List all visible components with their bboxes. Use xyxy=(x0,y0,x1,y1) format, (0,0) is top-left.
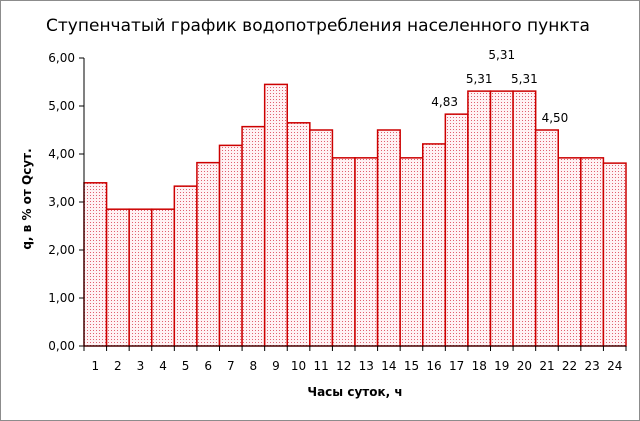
y-tick-label: 1,00 xyxy=(48,291,75,305)
x-tick-label: 22 xyxy=(562,359,577,373)
x-tick-label: 14 xyxy=(381,359,396,373)
x-tick-label: 8 xyxy=(250,359,258,373)
y-tick-label: 6,00 xyxy=(48,51,75,65)
y-axis-ticks: 0,00 1,00 2,00 3,00 4,00 5,00 6,00 xyxy=(48,51,84,353)
y-tick-label: 4,00 xyxy=(48,147,75,161)
x-tick-label: 5 xyxy=(182,359,190,373)
data-label: 5,31 xyxy=(488,48,515,62)
x-tick-label: 12 xyxy=(336,359,351,373)
x-tick-label: 9 xyxy=(272,359,280,373)
x-tick-label: 1 xyxy=(91,359,99,373)
y-tick-label: 5,00 xyxy=(48,99,75,113)
chart-title: Ступенчатый график водопотребления насел… xyxy=(46,16,590,36)
bar xyxy=(241,125,266,347)
x-tick-label: 11 xyxy=(313,359,328,373)
data-label: 4,83 xyxy=(431,95,458,109)
x-tick-label: 19 xyxy=(494,359,509,373)
data-label: 5,31 xyxy=(511,72,538,86)
bar xyxy=(173,185,198,347)
bar xyxy=(489,90,514,347)
bars xyxy=(83,83,627,347)
bar xyxy=(218,144,243,347)
x-tick-label: 4 xyxy=(159,359,167,373)
bar xyxy=(422,143,447,347)
bar xyxy=(602,162,627,347)
bar xyxy=(151,208,176,347)
bar xyxy=(376,129,401,347)
x-tick-label: 7 xyxy=(227,359,235,373)
bar xyxy=(331,157,356,347)
x-tick-label: 2 xyxy=(114,359,122,373)
x-tick-label: 6 xyxy=(204,359,212,373)
bar xyxy=(263,83,288,347)
bar xyxy=(444,113,469,347)
bar xyxy=(467,90,492,347)
x-tick-label: 3 xyxy=(137,359,145,373)
x-tick-label: 13 xyxy=(359,359,374,373)
y-tick-label: 3,00 xyxy=(48,195,75,209)
y-tick-label: 2,00 xyxy=(48,243,75,257)
x-tick-label: 15 xyxy=(404,359,419,373)
y-axis-title: q, в % от Qсут. xyxy=(20,148,34,249)
y-tick-label: 0,00 xyxy=(48,339,75,353)
x-tick-label: 24 xyxy=(607,359,622,373)
bar xyxy=(399,157,424,347)
data-labels: 4,83 5,31 5,31 5,31 4,50 xyxy=(431,48,568,125)
x-tick-label: 10 xyxy=(291,359,306,373)
x-axis-title: Часы суток, ч xyxy=(307,385,402,399)
bar xyxy=(557,157,582,347)
x-axis-ticks: 1 2 3 4 5 6 7 8 9 10 11 12 13 14 15 16 17 18 19 20 21 22 23 24 xyxy=(83,346,627,373)
x-tick-label: 18 xyxy=(472,359,487,373)
bar xyxy=(512,90,537,347)
bar xyxy=(534,129,560,347)
bar xyxy=(286,122,311,347)
bar xyxy=(309,129,334,347)
bar xyxy=(105,208,130,347)
bar xyxy=(128,208,153,347)
x-tick-label: 17 xyxy=(449,359,464,373)
bar xyxy=(83,182,108,347)
x-tick-label: 16 xyxy=(426,359,441,373)
bar xyxy=(354,157,379,347)
bar xyxy=(580,157,605,347)
data-label: 5,31 xyxy=(466,72,493,86)
x-tick-label: 20 xyxy=(517,359,532,373)
x-tick-label: 21 xyxy=(539,359,554,373)
bar xyxy=(196,161,221,347)
data-label: 4,50 xyxy=(542,111,569,125)
x-tick-label: 23 xyxy=(584,359,599,373)
